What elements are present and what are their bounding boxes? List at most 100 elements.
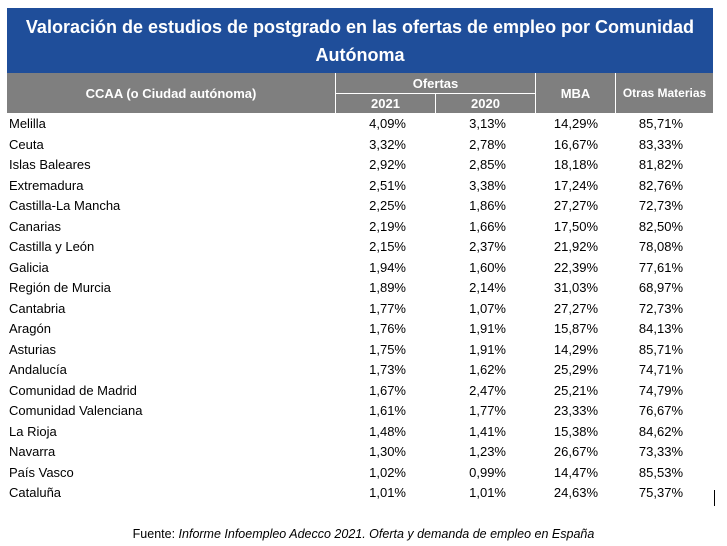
header-mba: MBA bbox=[536, 73, 615, 113]
cell-2020: 1,07% bbox=[469, 300, 506, 316]
cell-mba: 14,29% bbox=[553, 116, 598, 131]
cell-2021: 2,15% bbox=[369, 239, 406, 254]
cell-mba: 18,18% bbox=[553, 157, 598, 172]
cell-region: Región de Murcia bbox=[9, 280, 111, 295]
cell-mba: 25,21% bbox=[553, 382, 598, 398]
cell-region: Islas Baleares bbox=[9, 157, 91, 172]
cell-2021: 4,09% bbox=[369, 116, 406, 131]
cell-region: País Vasco bbox=[9, 464, 74, 480]
cell-otras-materias: 85,53% bbox=[638, 464, 683, 480]
table-row: Galicia 1,94% 1,60% 22,39% 77,61% bbox=[7, 258, 713, 279]
cell-otras-materias: 72,73% bbox=[638, 300, 683, 316]
cell-mba: 27,27% bbox=[553, 198, 598, 213]
cell-2021: 2,25% bbox=[369, 198, 406, 213]
cell-2021: 2,19% bbox=[369, 218, 406, 234]
cell-region: Galicia bbox=[9, 259, 49, 275]
cell-region: Comunidad de Madrid bbox=[9, 382, 137, 398]
cell-otras-materias: 81,82% bbox=[638, 157, 683, 172]
table-body: Melilla 4,09% 3,13% 14,29% 85,71% Ceuta 3,32% 2… bbox=[7, 114, 713, 504]
cell-2021: 2,92% bbox=[369, 157, 406, 172]
cell-2020: 1,23% bbox=[469, 444, 506, 459]
cell-2020: 2,78% bbox=[469, 136, 506, 152]
cell-mba: 17,50% bbox=[553, 218, 598, 234]
table-row: Comunidad Valenciana 1,61% 1,77% 23,33% 76,6… bbox=[7, 401, 713, 422]
cell-mba: 15,38% bbox=[553, 423, 598, 439]
cell-otras-materias: 83,33% bbox=[638, 136, 683, 152]
cell-2020: 1,60% bbox=[469, 259, 506, 275]
cell-region: Canarias bbox=[9, 218, 62, 234]
cell-2020: 1,91% bbox=[469, 321, 506, 336]
cell-mba: 22,39% bbox=[553, 259, 598, 275]
table-row: Extremadura 2,51% 3,38% 17,24% 82,76% bbox=[7, 176, 713, 197]
cell-2020: 0,99% bbox=[469, 464, 506, 480]
table-row: Castilla y León 2,15% 2,37% 21,92% 78,08% bbox=[7, 237, 713, 258]
cell-2020: 1,77% bbox=[469, 403, 506, 418]
cell-region: Aragón bbox=[9, 321, 51, 336]
cell-otras-materias: 74,71% bbox=[638, 362, 683, 377]
cell-2020: 2,37% bbox=[469, 239, 506, 254]
table-row: Castilla-La Mancha 2,25% 1,86% 27,27% 72,73% bbox=[7, 196, 713, 217]
cell-2021: 1,30% bbox=[369, 444, 406, 459]
cell-otras-materias: 84,13% bbox=[638, 321, 683, 336]
header-2021: 2021 bbox=[336, 94, 435, 113]
cell-region: Comunidad Valenciana bbox=[9, 403, 143, 418]
cell-2021: 3,32% bbox=[369, 136, 406, 152]
cell-region: Ceuta bbox=[9, 136, 44, 152]
header-ofertas: Ofertas bbox=[336, 73, 535, 93]
cell-otras-materias: 68,97% bbox=[638, 280, 683, 295]
cell-mba: 27,27% bbox=[553, 300, 598, 316]
table-row: Islas Baleares 2,92% 2,85% 18,18% 81,82% bbox=[7, 155, 713, 176]
cell-2020: 1,01% bbox=[469, 485, 506, 500]
source-text: Informe Infoempleo Adecco 2021. Oferta y… bbox=[178, 527, 595, 541]
header-otras-materias: Otras Materias bbox=[616, 73, 713, 113]
cell-region: Extremadura bbox=[9, 177, 84, 193]
table-row: Asturias 1,75% 1,91% 14,29% 85,71% bbox=[7, 340, 713, 361]
cell-2020: 1,91% bbox=[469, 341, 506, 357]
cell-otras-materias: 82,50% bbox=[638, 218, 683, 234]
cell-2021: 1,67% bbox=[369, 382, 406, 398]
cell-mba: 14,47% bbox=[553, 464, 598, 480]
cell-2020: 2,14% bbox=[469, 280, 506, 295]
cell-otras-materias: 77,61% bbox=[638, 259, 683, 275]
table-row: Región de Murcia 1,89% 2,14% 31,03% 68,97% bbox=[7, 278, 713, 299]
cell-region: Asturias bbox=[9, 341, 56, 357]
cell-otras-materias: 85,71% bbox=[638, 116, 683, 131]
table-row: Aragón 1,76% 1,91% 15,87% 84,13% bbox=[7, 319, 713, 340]
header-2020: 2020 bbox=[436, 94, 535, 113]
cell-2020: 1,86% bbox=[469, 198, 506, 213]
cell-2021: 1,73% bbox=[369, 362, 406, 377]
table-row: Canarias 2,19% 1,66% 17,50% 82,50% bbox=[7, 217, 713, 238]
cell-region: Cataluña bbox=[9, 485, 62, 500]
cell-otras-materias: 82,76% bbox=[638, 177, 683, 193]
cell-2021: 1,77% bbox=[369, 300, 406, 316]
cell-2020: 1,66% bbox=[469, 218, 506, 234]
cell-2020: 1,62% bbox=[469, 362, 506, 377]
cell-otras-materias: 73,33% bbox=[638, 444, 683, 459]
cell-mba: 26,67% bbox=[553, 444, 598, 459]
cell-2020: 1,41% bbox=[469, 423, 506, 439]
cell-mba: 25,29% bbox=[553, 362, 598, 377]
cell-region: Andalucía bbox=[9, 362, 67, 377]
table-title: Valoración de estudios de postgrado en l… bbox=[7, 8, 713, 73]
table-row: País Vasco 1,02% 0,99% 14,47% 85,53% bbox=[7, 463, 713, 484]
cell-otras-materias: 76,67% bbox=[638, 403, 683, 418]
cell-mba: 14,29% bbox=[553, 341, 598, 357]
cell-region: Castilla y León bbox=[9, 239, 95, 254]
cell-otras-materias: 72,73% bbox=[638, 198, 683, 213]
table-row: Cataluña 1,01% 1,01% 24,63% 75,37% bbox=[7, 483, 713, 504]
source-label: Fuente: bbox=[132, 527, 179, 541]
table-row: Andalucía 1,73% 1,62% 25,29% 74,71% bbox=[7, 360, 713, 381]
cell-otras-materias: 75,37% bbox=[638, 485, 683, 500]
cell-2021: 1,02% bbox=[369, 464, 406, 480]
table-row: Ceuta 3,32% 2,78% 16,67% 83,33% bbox=[7, 135, 713, 156]
cell-mba: 15,87% bbox=[553, 321, 598, 336]
cell-2021: 1,76% bbox=[369, 321, 406, 336]
cell-2021: 1,89% bbox=[369, 280, 406, 295]
cell-2020: 2,47% bbox=[469, 382, 506, 398]
cell-mba: 24,63% bbox=[553, 485, 598, 500]
source-note: Fuente: Informe Infoempleo Adecco 2021. … bbox=[0, 527, 727, 541]
table-row: Navarra 1,30% 1,23% 26,67% 73,33% bbox=[7, 442, 713, 463]
cell-otras-materias: 78,08% bbox=[638, 239, 683, 254]
cell-mba: 21,92% bbox=[553, 239, 598, 254]
cell-2020: 3,13% bbox=[469, 116, 506, 131]
